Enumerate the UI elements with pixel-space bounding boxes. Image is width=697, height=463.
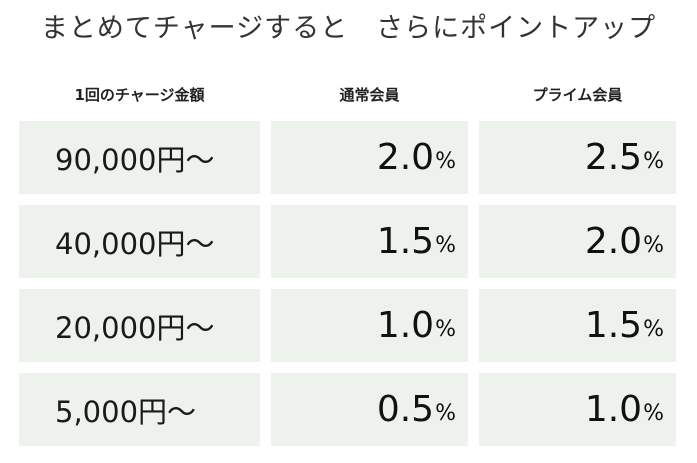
regular-rate-cell: 1.5% [271, 205, 468, 278]
header-regular-member: 通常会員 [339, 86, 400, 104]
percent-sign: % [643, 401, 664, 426]
amount-cell: 20,000円〜 [19, 289, 260, 362]
amount-cell: 90,000円〜 [19, 121, 260, 194]
header-prime-member: プライム会員 [532, 86, 623, 104]
regular-rate-cell: 2.0% [271, 121, 468, 194]
prime-rate-cell: 1.5% [479, 289, 676, 362]
rate-value: 1.5 [376, 221, 435, 262]
percent-sign: % [643, 317, 664, 342]
rate-value: 2.5 [584, 137, 643, 178]
prime-rate-cell: 1.0% [479, 373, 676, 446]
percent-sign: % [435, 317, 456, 342]
prime-rate-cell: 2.0% [479, 205, 676, 278]
rate-value: 0.5 [376, 389, 435, 430]
regular-rate-cell: 0.5% [271, 373, 468, 446]
percent-sign: % [643, 149, 664, 174]
percent-sign: % [435, 233, 456, 258]
percent-sign: % [643, 233, 664, 258]
rate-value: 2.0 [584, 221, 643, 262]
header-charge-amount: 1回のチャージ金額 [74, 86, 205, 104]
percent-sign: % [435, 149, 456, 174]
page-title: まとめてチャージすると さらにポイントアップ [40, 13, 657, 44]
rate-value: 1.5 [584, 305, 643, 346]
rate-value: 2.0 [376, 137, 435, 178]
amount-cell: 40,000円〜 [19, 205, 260, 278]
prime-rate-cell: 2.5% [479, 121, 676, 194]
percent-sign: % [435, 401, 456, 426]
rate-value: 1.0 [376, 305, 435, 346]
amount-cell: 5,000円〜 [19, 373, 260, 446]
rate-value: 1.0 [584, 389, 643, 430]
regular-rate-cell: 1.0% [271, 289, 468, 362]
